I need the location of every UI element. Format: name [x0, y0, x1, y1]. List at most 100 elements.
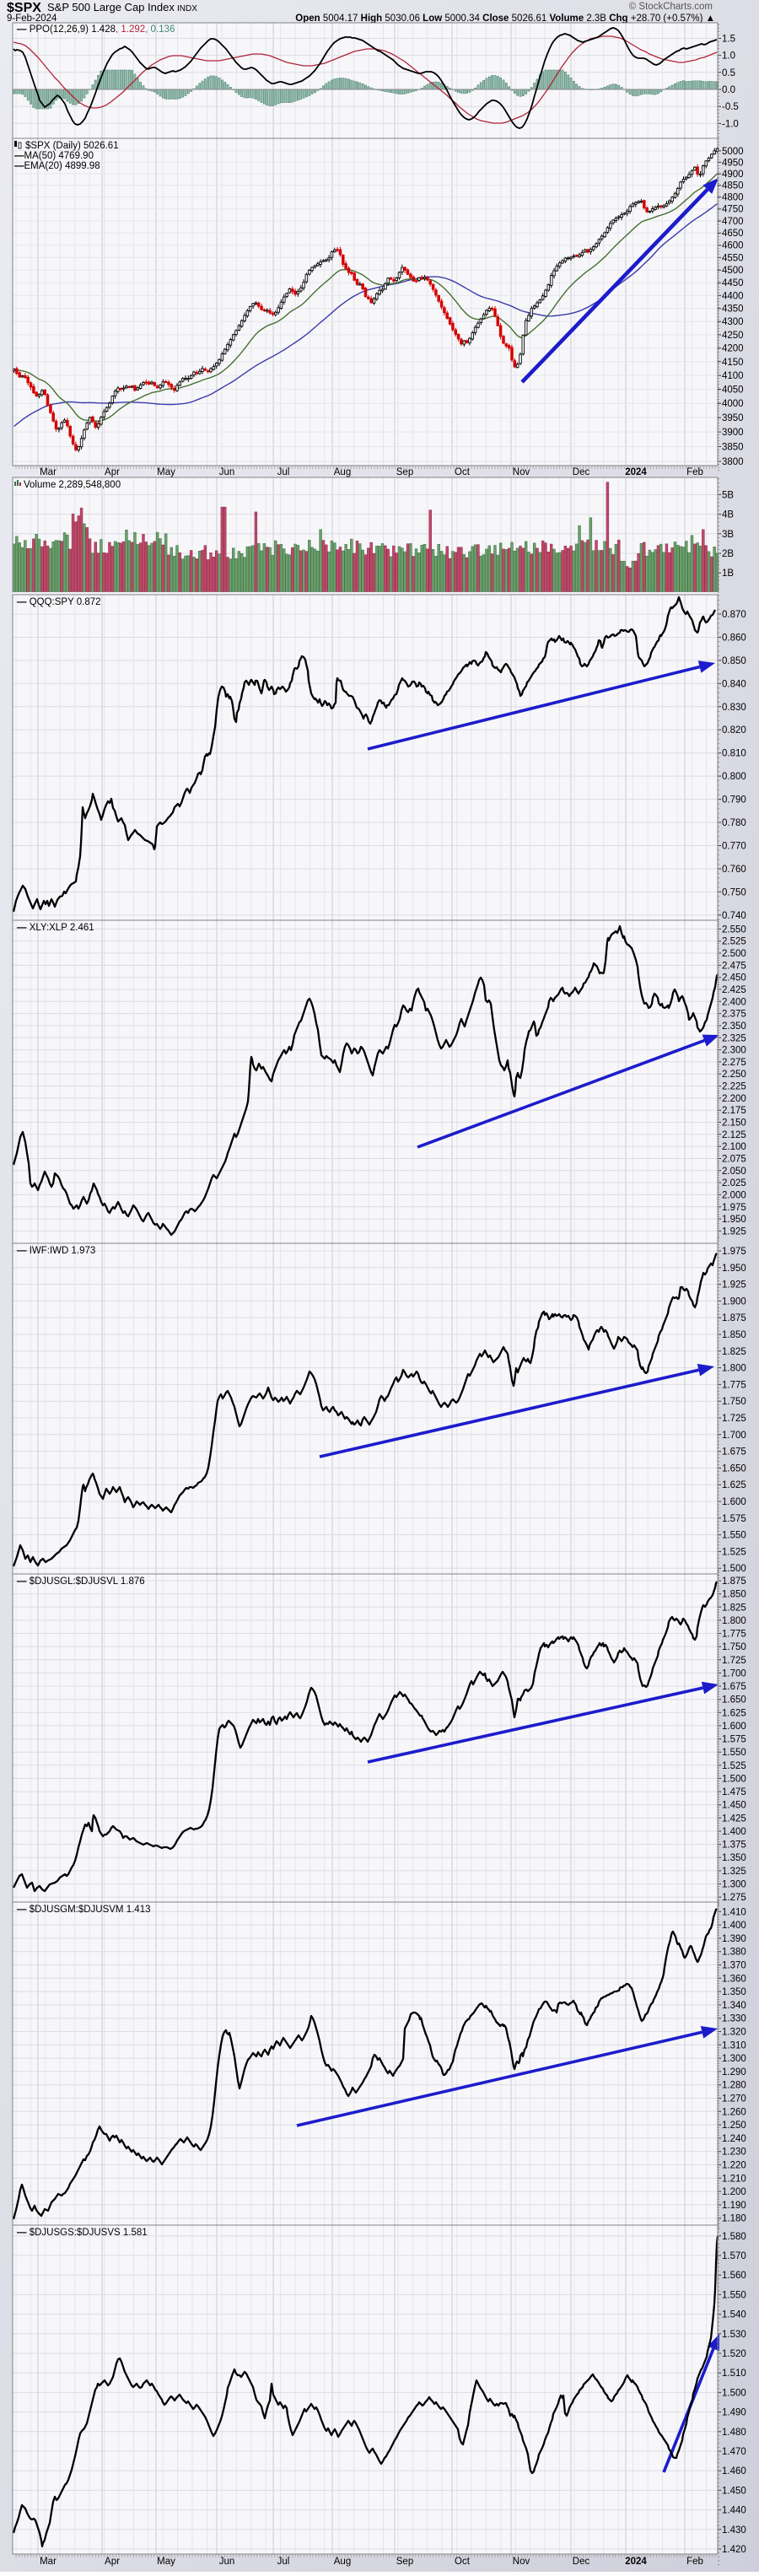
- svg-text:2.375: 2.375: [722, 1010, 746, 1020]
- svg-text:2.550: 2.550: [722, 924, 746, 935]
- svg-text:Feb: Feb: [686, 467, 703, 477]
- svg-text:0.780: 0.780: [722, 818, 746, 828]
- svg-text:1.490: 1.490: [722, 2408, 746, 2418]
- svg-text:2.350: 2.350: [722, 1021, 746, 1032]
- svg-text:1.480: 1.480: [722, 2428, 746, 2438]
- svg-text:1.550: 1.550: [722, 1748, 746, 1758]
- svg-text:0.770: 0.770: [722, 842, 746, 852]
- svg-text:1.350: 1.350: [722, 1987, 746, 1997]
- svg-text:Open 5004.17 High 5030.06 Low: Open 5004.17 High 5030.06 Low 5000.34 Cl…: [295, 13, 715, 24]
- svg-text:1.510: 1.510: [722, 2369, 746, 2379]
- svg-text:1.525: 1.525: [722, 1547, 746, 1557]
- svg-text:1.725: 1.725: [722, 1414, 746, 1424]
- svg-text:2.525: 2.525: [722, 937, 746, 947]
- svg-text:1.400: 1.400: [722, 1921, 746, 1931]
- svg-text:0.820: 0.820: [722, 725, 746, 736]
- svg-text:INDX: INDX: [177, 4, 197, 13]
- svg-text:4100: 4100: [722, 371, 744, 381]
- svg-text:5B: 5B: [722, 490, 734, 500]
- svg-text:1.310: 1.310: [722, 2040, 746, 2051]
- svg-text:— XLY:XLP 2.461: — XLY:XLP 2.461: [17, 923, 94, 933]
- svg-text:4400: 4400: [722, 291, 744, 301]
- svg-text:1.375: 1.375: [722, 1840, 746, 1851]
- svg-text:1.540: 1.540: [722, 2310, 746, 2320]
- svg-text:1.625: 1.625: [722, 1480, 746, 1490]
- svg-text:1.925: 1.925: [722, 1280, 746, 1291]
- svg-text:4200: 4200: [722, 344, 744, 354]
- svg-text:0.790: 0.790: [722, 795, 746, 806]
- svg-text:4B: 4B: [722, 510, 734, 520]
- svg-text:4950: 4950: [722, 158, 744, 168]
- svg-text:4350: 4350: [722, 304, 744, 315]
- svg-text:1.450: 1.450: [722, 1801, 746, 1811]
- svg-text:1.520: 1.520: [722, 2349, 746, 2359]
- svg-text:2.275: 2.275: [722, 1058, 746, 1068]
- svg-text:Nov: Nov: [513, 2557, 530, 2567]
- svg-text:0.5: 0.5: [722, 68, 735, 78]
- svg-text:1.460: 1.460: [722, 2466, 746, 2476]
- svg-text:0.750: 0.750: [722, 887, 746, 897]
- svg-text:4850: 4850: [722, 181, 744, 191]
- svg-text:1.850: 1.850: [722, 1590, 746, 1600]
- svg-text:1.875: 1.875: [722, 1313, 746, 1323]
- svg-text:Jul: Jul: [277, 467, 290, 477]
- svg-text:4000: 4000: [722, 399, 744, 409]
- svg-text:Apr: Apr: [105, 467, 120, 477]
- svg-text:1.530: 1.530: [722, 2330, 746, 2340]
- svg-text:Nov: Nov: [513, 467, 530, 477]
- svg-text:1.425: 1.425: [722, 1813, 746, 1824]
- svg-text:2B: 2B: [722, 549, 734, 559]
- svg-text:1.420: 1.420: [722, 2545, 746, 2555]
- svg-text:2.425: 2.425: [722, 985, 746, 995]
- svg-text:1.570: 1.570: [722, 2251, 746, 2261]
- svg-text:1.325: 1.325: [722, 1867, 746, 1877]
- svg-text:1.250: 1.250: [722, 2121, 746, 2131]
- svg-text:2024: 2024: [625, 467, 647, 477]
- svg-text:1.650: 1.650: [722, 1695, 746, 1706]
- svg-text:—MA(50) 4769.90: —MA(50) 4769.90: [14, 151, 94, 161]
- svg-text:Jun: Jun: [219, 467, 235, 477]
- svg-text:1.410: 1.410: [722, 1907, 746, 1917]
- svg-text:0.0: 0.0: [722, 85, 735, 95]
- svg-text:2.200: 2.200: [722, 1094, 746, 1104]
- svg-text:1.270: 1.270: [722, 2094, 746, 2104]
- svg-text:0.850: 0.850: [722, 656, 746, 666]
- svg-text:Aug: Aug: [334, 467, 351, 477]
- svg-text:1.950: 1.950: [722, 1264, 746, 1274]
- svg-text:1.775: 1.775: [722, 1630, 746, 1640]
- svg-text:3900: 3900: [722, 428, 744, 438]
- svg-text:Oct: Oct: [455, 467, 471, 477]
- svg-text:0.840: 0.840: [722, 679, 746, 689]
- svg-text:1.600: 1.600: [722, 1497, 746, 1507]
- svg-text:-0.5: -0.5: [722, 102, 739, 112]
- svg-text:1.525: 1.525: [722, 1761, 746, 1771]
- svg-text:1.800: 1.800: [722, 1364, 746, 1374]
- svg-text:— QQQ:SPY 0.872: — QQQ:SPY 0.872: [17, 597, 101, 607]
- svg-text:2.100: 2.100: [722, 1142, 746, 1152]
- svg-text:Dec: Dec: [573, 2557, 590, 2567]
- svg-text:Jul: Jul: [277, 2557, 290, 2567]
- svg-text:1.900: 1.900: [722, 1296, 746, 1307]
- svg-text:4250: 4250: [722, 331, 744, 341]
- svg-text:3800: 3800: [722, 457, 744, 467]
- svg-text:Apr: Apr: [105, 2557, 120, 2567]
- svg-text:1.280: 1.280: [722, 2081, 746, 2091]
- svg-text:—EMA(20) 4899.98: —EMA(20) 4899.98: [14, 161, 100, 171]
- svg-text:3950: 3950: [722, 413, 744, 423]
- svg-text:1.850: 1.850: [722, 1330, 746, 1340]
- svg-text:4500: 4500: [722, 266, 744, 276]
- svg-text:1.675: 1.675: [722, 1682, 746, 1692]
- svg-text:2.050: 2.050: [722, 1167, 746, 1177]
- svg-text:2.475: 2.475: [722, 961, 746, 971]
- svg-text:— $DJUSGL:$DJUSVL 1.876: — $DJUSGL:$DJUSVL 1.876: [17, 1576, 145, 1587]
- svg-text:2.450: 2.450: [722, 973, 746, 984]
- svg-text:1.5: 1.5: [722, 34, 735, 44]
- svg-text:2.000: 2.000: [722, 1190, 746, 1200]
- svg-text:1.260: 1.260: [722, 2107, 746, 2117]
- svg-text:0.830: 0.830: [722, 703, 746, 713]
- svg-text:1.575: 1.575: [722, 1514, 746, 1524]
- svg-text:1.430: 1.430: [722, 2525, 746, 2536]
- svg-text:2.225: 2.225: [722, 1082, 746, 1092]
- svg-text:1.580: 1.580: [722, 2232, 746, 2242]
- svg-text:Feb: Feb: [686, 2557, 703, 2567]
